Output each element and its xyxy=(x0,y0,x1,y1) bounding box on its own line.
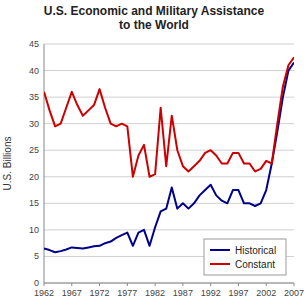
grid-line xyxy=(44,70,294,71)
y-tick-label: 0 xyxy=(34,278,39,288)
y-axis-label: U.S. Billions xyxy=(2,137,13,191)
y-tick-label: 15 xyxy=(29,198,39,208)
title: U.S. Economic and Military Assistanceto … xyxy=(44,4,265,32)
y-tick-label: 10 xyxy=(29,225,39,235)
x-tick-label: 1997 xyxy=(228,288,248,298)
x-tick-label: 1962 xyxy=(34,288,54,298)
x-tick-label: 1972 xyxy=(90,288,110,298)
title-line: to the World xyxy=(119,18,189,32)
y-tick-label: 5 xyxy=(34,251,39,261)
title-line: U.S. Economic and Military Assistance xyxy=(44,4,265,18)
x-axis xyxy=(44,283,294,284)
x-tick-label: 1987 xyxy=(173,288,193,298)
legend-label: Historical xyxy=(235,245,276,256)
grid-line xyxy=(44,283,294,284)
legend-swatch xyxy=(210,249,230,251)
y-tick-label: 35 xyxy=(29,92,39,102)
plot-area xyxy=(44,57,294,252)
x-tick-label: 1967 xyxy=(62,288,82,298)
y-axis xyxy=(44,44,45,283)
x-tick-label: 1982 xyxy=(145,288,165,298)
legend-label: Constant xyxy=(235,259,275,270)
line xyxy=(44,57,294,177)
grid-line xyxy=(44,97,294,98)
chart: U.S. Economic and Military Assistanceto … xyxy=(0,0,308,307)
grid-line xyxy=(44,176,294,177)
y-tick-label: 30 xyxy=(29,119,39,129)
y-tick-label: 25 xyxy=(29,145,39,155)
y-tick-label: 40 xyxy=(29,66,39,76)
legend: Historical Constant xyxy=(204,239,286,275)
legend-swatch xyxy=(210,263,230,265)
grid-line xyxy=(44,229,294,230)
x-tick-label: 2002 xyxy=(256,288,276,298)
grid-line xyxy=(44,44,294,45)
grid-line xyxy=(44,123,294,124)
line xyxy=(44,63,294,253)
x-tick-label: 2007 xyxy=(284,288,304,298)
x-tick-label: 1992 xyxy=(201,288,221,298)
x-tick-label: 1977 xyxy=(117,288,137,298)
y-tick-label: 45 xyxy=(29,39,39,49)
y-tick-label: 20 xyxy=(29,172,39,182)
legend-box xyxy=(204,239,286,275)
grid-line xyxy=(44,203,294,204)
